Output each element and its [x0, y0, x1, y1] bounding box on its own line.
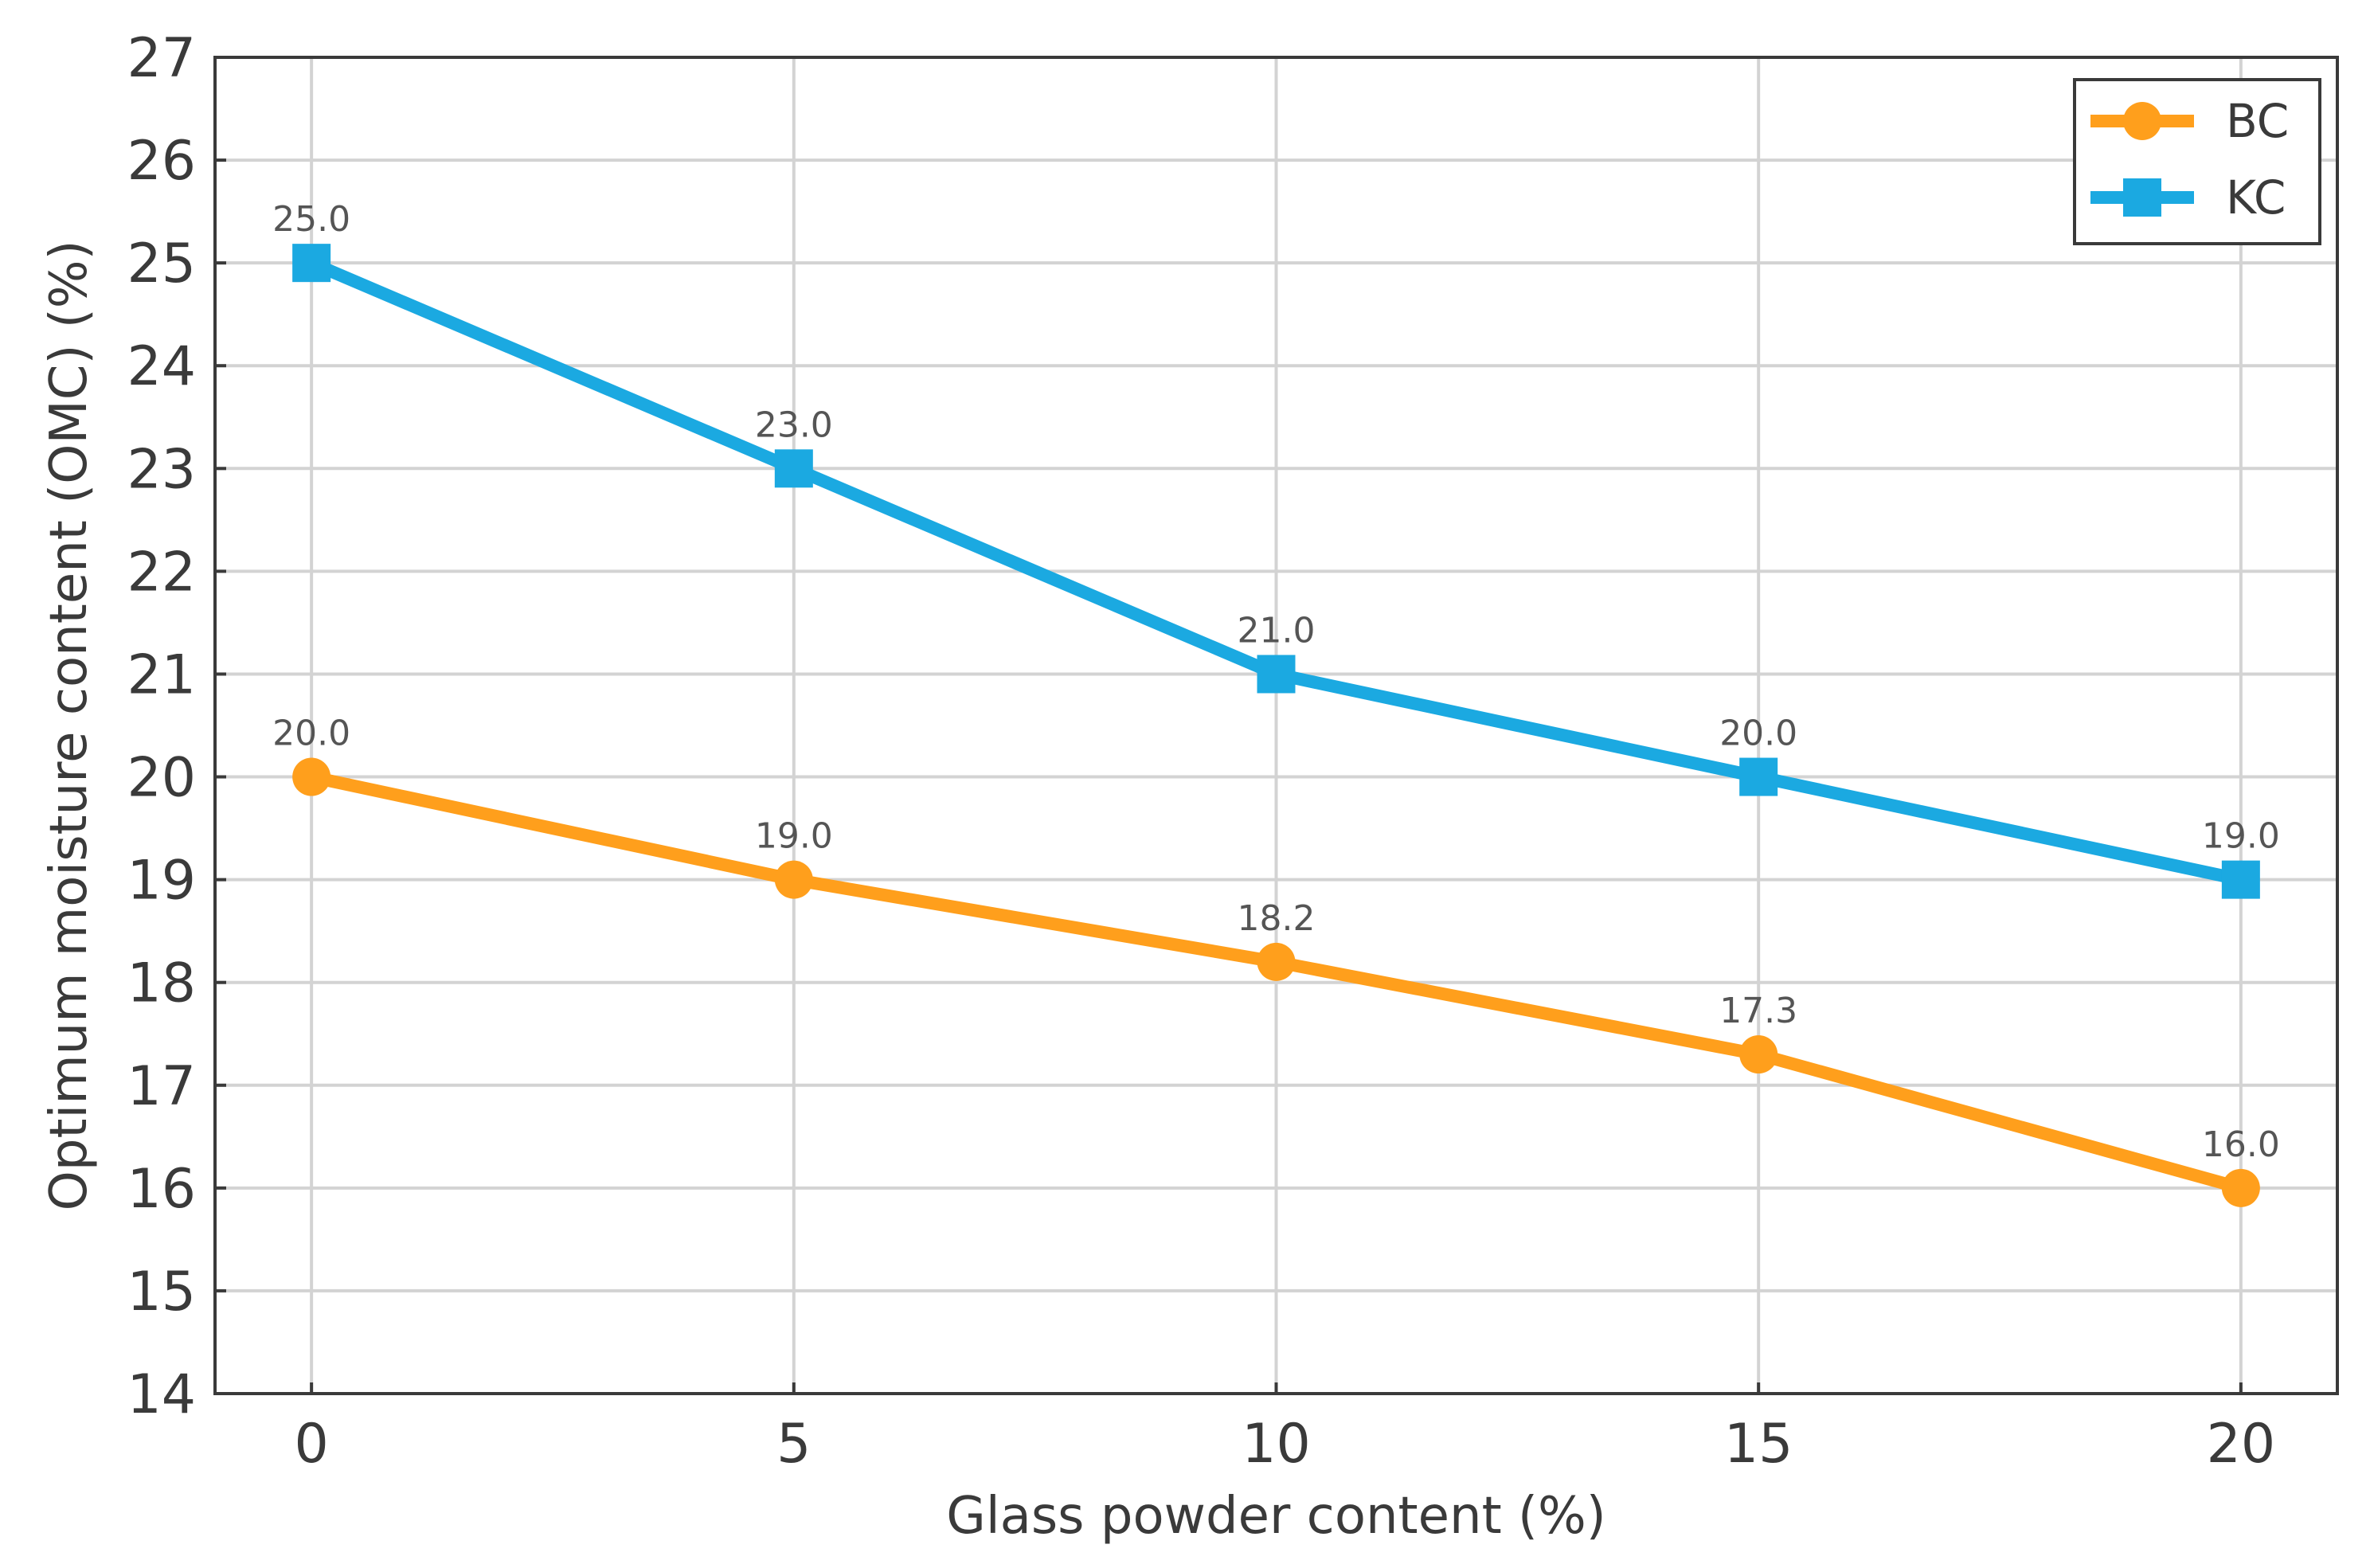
y-tick-label: 15 [127, 1261, 196, 1324]
series-layer [292, 244, 2260, 1207]
y-tick-label: 20 [127, 747, 196, 810]
y-tick-label: 24 [127, 335, 196, 398]
legend-box [2073, 78, 2321, 245]
x-tick-label: 10 [1242, 1413, 1311, 1476]
data-point-bc [2221, 1168, 2260, 1207]
data-point-kc [1257, 655, 1296, 694]
data-label-kc: 21.0 [1238, 610, 1316, 651]
legend-label-kc: KC [2226, 170, 2286, 225]
y-axis-title: Optimum moisture content (OMC) (%) [40, 240, 99, 1210]
legend-label-bc: BC [2226, 94, 2289, 148]
data-label-kc: 23.0 [755, 405, 833, 445]
y-tick-label: 14 [127, 1363, 196, 1426]
tick-layer: 14 15 16 17 18 19 20 21 22 23 24 25 26 27 0 5 10 15 20 [127, 27, 2275, 1476]
data-label-bc: 16.0 [2202, 1124, 2280, 1165]
y-tick-label: 26 [127, 130, 196, 193]
y-tick-label: 16 [127, 1158, 196, 1221]
y-tick-label: 27 [127, 27, 196, 90]
data-point-kc [2221, 860, 2260, 899]
y-tick-label: 23 [127, 438, 196, 501]
y-tick-label: 19 [127, 850, 196, 913]
data-label-bc: 18.2 [1238, 898, 1316, 939]
x-tick-label: 0 [295, 1413, 329, 1476]
data-label-kc: 20.0 [1719, 714, 1797, 754]
x-tick-label: 15 [1724, 1413, 1793, 1476]
data-point-bc [1739, 1035, 1778, 1074]
legend-marker-bc [2123, 102, 2161, 140]
data-point-bc [292, 757, 331, 796]
data-label-kc: 19.0 [2202, 816, 2280, 857]
data-point-kc [1739, 757, 1778, 796]
y-tick-label: 17 [127, 1055, 196, 1118]
data-point-kc [292, 244, 331, 283]
x-axis-title: Glass powder content (%) [946, 1487, 1606, 1546]
data-label-bc: 19.0 [755, 816, 833, 857]
y-tick-label: 18 [127, 952, 196, 1015]
grid-layer [215, 56, 2337, 1395]
data-point-kc [774, 449, 813, 488]
x-tick-label: 5 [776, 1413, 811, 1476]
data-label-kc: 25.0 [272, 199, 350, 240]
data-point-bc [1257, 942, 1296, 981]
y-tick-label: 21 [127, 643, 196, 706]
data-point-bc [774, 860, 813, 899]
legend-marker-kc [2123, 178, 2161, 217]
data-label-layer: 20.0 19.0 18.2 17.3 16.0 25.0 23.0 21.0 20.0 19.0 [272, 199, 2280, 1165]
x-tick-label: 20 [2207, 1413, 2276, 1476]
data-label-bc: 20.0 [272, 714, 350, 754]
y-tick-label: 25 [127, 233, 196, 295]
y-tick-label: 22 [127, 541, 196, 604]
data-label-bc: 17.3 [1719, 991, 1797, 1031]
legend: BC KC [2073, 78, 2321, 245]
